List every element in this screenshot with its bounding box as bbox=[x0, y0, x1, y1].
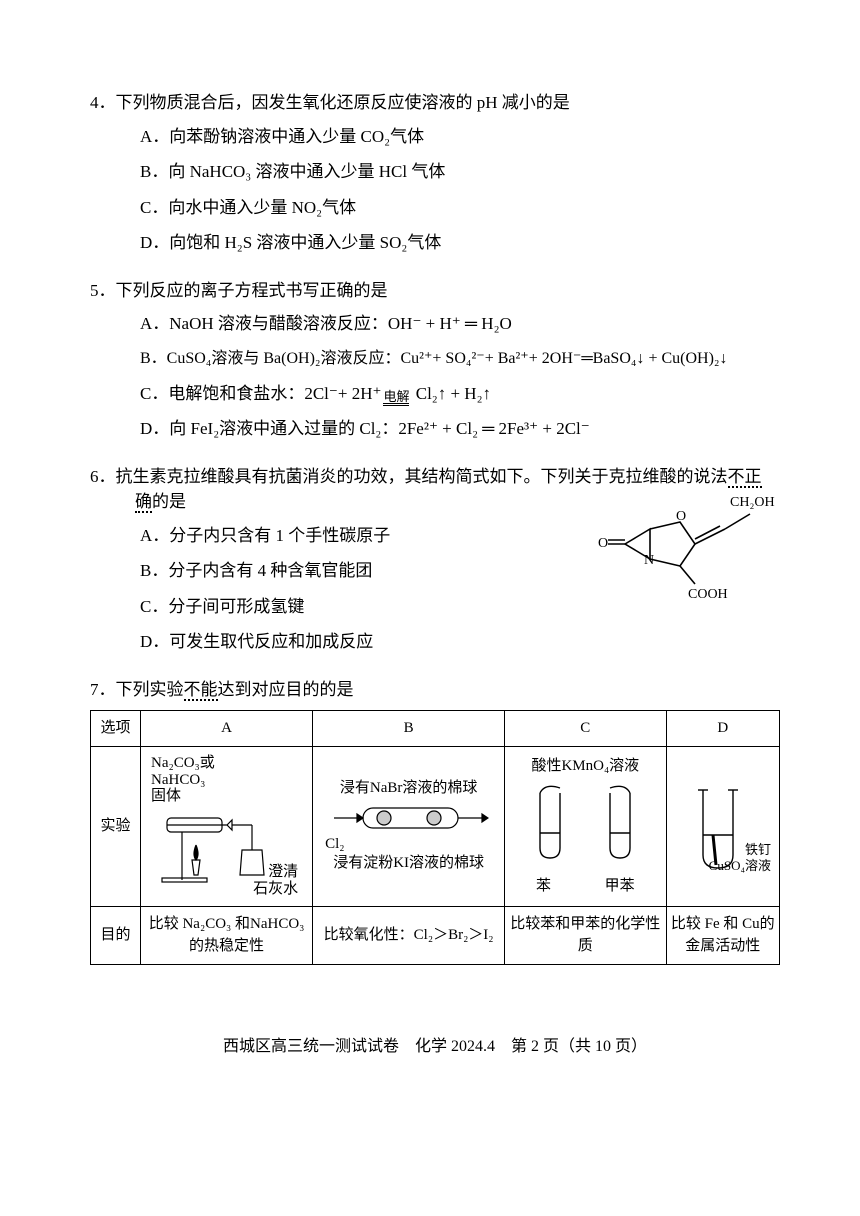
q5-opt-b: B．CuSO₄溶液与 Ba(OH)₂溶液反应：Cu²⁺+ SO₄²⁻+ Ba²⁺… bbox=[90, 347, 780, 371]
expa-l2: NaHCO₃ bbox=[151, 772, 205, 788]
q5-text: 下列反应的离子方程式书写正确的是 bbox=[116, 281, 388, 300]
two-tubes-icon bbox=[510, 778, 660, 868]
expd-l1: 铁钉 bbox=[745, 842, 771, 857]
th-a: A bbox=[141, 711, 313, 747]
purpose-a: 比较 Na₂CO₃ 和NaHCO₃的热稳定性 bbox=[141, 906, 313, 964]
expa-l4: 澄清 bbox=[268, 864, 298, 880]
exp-a-cell: Na₂CO₃或 NaHCO₃ 固体 bbox=[141, 746, 313, 906]
q7-t1: 下列实验 bbox=[116, 680, 184, 699]
experiment-table: 选项 A B C D 实验 Na₂CO₃或 NaHCO₃ 固体 bbox=[90, 710, 780, 965]
q7-t2: 达到对应目的的是 bbox=[218, 680, 354, 699]
th-option: 选项 bbox=[91, 711, 141, 747]
expb-l2: Cl₂ bbox=[325, 836, 344, 852]
th-c: C bbox=[505, 711, 666, 747]
expc-l2: 苯 bbox=[536, 875, 551, 898]
gas-tube-icon bbox=[329, 798, 489, 838]
table-row: 实验 Na₂CO₃或 NaHCO₃ 固体 bbox=[91, 746, 780, 906]
row-purpose-label: 目的 bbox=[91, 906, 141, 964]
q5-stem: 5．下列反应的离子方程式书写正确的是 bbox=[90, 278, 780, 304]
q6-u2: 确 bbox=[135, 492, 152, 513]
q5-num: 5． bbox=[90, 281, 116, 300]
q7-num: 7． bbox=[90, 680, 116, 699]
q4-opt-b: B．向 NaHCO₃ 溶液中通入少量 HCl 气体 bbox=[90, 159, 780, 185]
mol-o-ring: O bbox=[676, 509, 686, 524]
expc-l1: 酸性KMnO₄溶液 bbox=[531, 758, 639, 774]
expb-l3: 浸有淀粉KI溶液的棉球 bbox=[333, 855, 484, 871]
expc-l3: 甲苯 bbox=[605, 875, 635, 898]
question-7: 7．下列实验不能达到对应目的的是 选项 A B C D 实验 Na₂CO₃或 N… bbox=[90, 677, 780, 965]
q5-opt-c: C．电解饱和食盐水：2Cl⁻+ 2H⁺电解 Cl₂↑ + H₂↑ bbox=[90, 381, 780, 407]
q4-opt-d: D．向饱和 H₂S 溶液中通入少量 SO₂气体 bbox=[90, 230, 780, 256]
row-exp-label: 实验 bbox=[91, 746, 141, 906]
reaction-arrow-icon: 电解 bbox=[383, 383, 409, 407]
question-4: 4．下列物质混合后，因发生氧化还原反应使溶液的 pH 减小的是 A．向苯酚钠溶液… bbox=[90, 90, 780, 256]
purpose-d: 比较 Fe 和 Cu的金属活动性 bbox=[666, 906, 779, 964]
expa-l3: 固体 bbox=[151, 788, 181, 804]
exp-d-cell: 铁钉 CuSO₄溶液 bbox=[666, 746, 779, 906]
q4-text: 下列物质混合后，因发生氧化还原反应使溶液的 pH 减小的是 bbox=[116, 93, 570, 112]
q4-num: 4． bbox=[90, 93, 116, 112]
question-6: 6．抗生素克拉维酸具有抗菌消炎的功效，其结构简式如下。下列关于克拉维酸的说法不正… bbox=[90, 464, 780, 655]
table-row: 选项 A B C D bbox=[91, 711, 780, 747]
q6-t3: 的是 bbox=[152, 492, 186, 511]
mol-ch2oh: CH₂OH bbox=[730, 495, 775, 510]
q5-opt-d: D．向 FeI₂溶液中通入过量的 Cl₂：2Fe²⁺ + Cl₂ ═ 2Fe³⁺… bbox=[90, 416, 780, 442]
q4-opt-c: C．向水中通入少量 NO₂气体 bbox=[90, 195, 780, 221]
q4-stem: 4．下列物质混合后，因发生氧化还原反应使溶液的 pH 减小的是 bbox=[90, 90, 780, 116]
q5c-post: Cl₂↑ + H₂↑ bbox=[411, 384, 491, 403]
expb-l1: 浸有NaBr溶液的棉球 bbox=[340, 780, 478, 796]
mol-n-label: N bbox=[644, 553, 654, 568]
mol-o-label: O bbox=[598, 536, 608, 551]
page-footer: 西城区高三统一测试试卷 化学 2024.4 第 2 页（共 10 页） bbox=[90, 1035, 780, 1059]
q6-opt-d: D．可发生取代反应和加成反应 bbox=[90, 629, 780, 655]
th-d: D bbox=[666, 711, 779, 747]
q5c-cond: 电解 bbox=[383, 389, 409, 404]
expa-l5: 石灰水 bbox=[253, 881, 298, 897]
purpose-b: 比较氧化性：Cl₂＞Br₂＞I₂ bbox=[313, 906, 505, 964]
q5c-pre: C．电解饱和食盐水：2Cl⁻+ 2H⁺ bbox=[140, 384, 381, 403]
expd-l2: CuSO₄溶液 bbox=[709, 858, 771, 873]
q7-stem: 7．下列实验不能达到对应目的的是 bbox=[90, 677, 780, 703]
th-b: B bbox=[313, 711, 505, 747]
purpose-c: 比较苯和甲苯的化学性质 bbox=[505, 906, 666, 964]
q5-opt-a: A．NaOH 溶液与醋酸溶液反应：OH⁻ + H⁺ ═ H₂O bbox=[90, 311, 780, 337]
exp-c-cell: 酸性KMnO₄溶液 苯 甲苯 bbox=[505, 746, 666, 906]
q4-opt-a: A．向苯酚钠溶液中通入少量 CO₂气体 bbox=[90, 124, 780, 150]
question-5: 5．下列反应的离子方程式书写正确的是 A．NaOH 溶液与醋酸溶液反应：OH⁻ … bbox=[90, 278, 780, 442]
table-row: 目的 比较 Na₂CO₃ 和NaHCO₃的热稳定性 比较氧化性：Cl₂＞Br₂＞… bbox=[91, 906, 780, 964]
q6-num: 6． bbox=[90, 467, 116, 486]
molecule-structure-icon: O O N CH₂OH COOH bbox=[580, 484, 780, 604]
expa-l1: Na₂CO₃或 bbox=[151, 755, 215, 771]
q7-u: 不能 bbox=[184, 680, 218, 701]
exp-b-cell: 浸有NaBr溶液的棉球 Cl₂ 浸有淀粉KI溶液的棉球 bbox=[313, 746, 505, 906]
mol-cooh: COOH bbox=[688, 587, 728, 602]
